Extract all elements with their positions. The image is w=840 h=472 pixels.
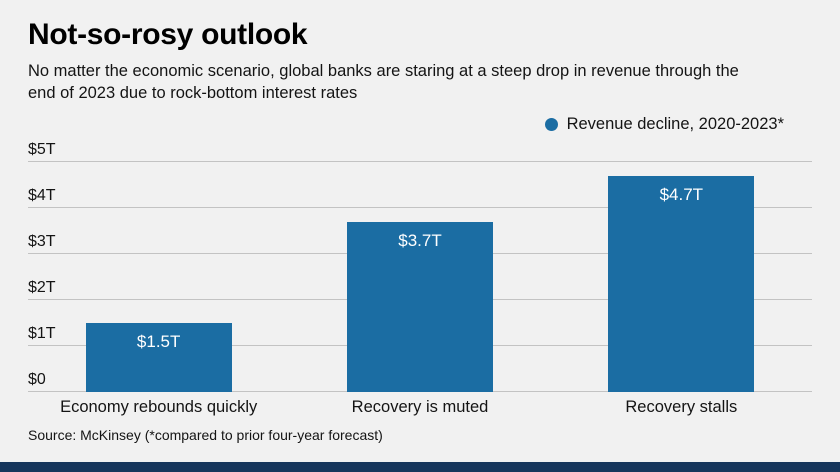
bar-2: $3.7T — [346, 221, 493, 392]
y-tick-label: $4T — [28, 187, 56, 204]
chart-subtitle: No matter the economic scenario, global … — [28, 62, 739, 102]
y-tick-label: $0 — [28, 371, 46, 388]
source-note: Source: McKinsey (*compared to prior fou… — [28, 427, 383, 443]
legend-swatch — [544, 118, 558, 131]
chart-plot: $1.5T $3.7T $4.7T $0 $1T $2T $3T $4T $5T — [28, 141, 812, 392]
chart-legend: Revenue decline, 2020-2023* — [544, 115, 784, 134]
bar-column: $4.7T — [551, 162, 812, 392]
x-axis-label: Recovery is muted — [351, 398, 489, 416]
y-tick-label: $1T — [28, 325, 56, 342]
bars: $1.5T $3.7T $4.7T — [28, 162, 812, 392]
y-tick-label: $2T — [28, 279, 56, 296]
bottom-brand-strip — [0, 462, 840, 472]
bar-value-label: $4.7T — [659, 184, 704, 204]
bar-value-label: $1.5T — [136, 332, 181, 351]
bar-3: $4.7T — [608, 175, 755, 392]
legend-label: Revenue decline, 2020-2023* — [566, 115, 784, 133]
bar-column: $1.5T — [28, 162, 289, 392]
y-tick-label: $3T — [28, 233, 56, 250]
y-tick-label: $5T — [28, 141, 56, 158]
x-axis-label: Recovery stalls — [625, 398, 738, 416]
gridline — [28, 161, 812, 162]
bar-1: $1.5T — [85, 323, 232, 392]
chart-title: Not-so-rosy outlook — [28, 18, 308, 51]
x-axis-label: Economy rebounds quickly — [60, 398, 258, 416]
gridline — [28, 207, 812, 208]
bar-column: $3.7T — [289, 162, 550, 392]
bar-value-label: $3.7T — [398, 230, 442, 250]
x-labels: Economy rebounds quickly Recovery is mute… — [28, 398, 812, 417]
